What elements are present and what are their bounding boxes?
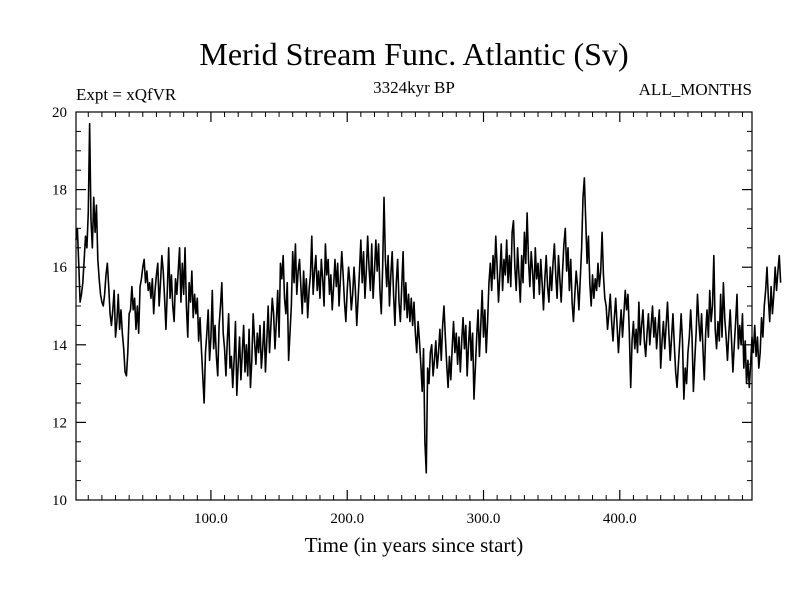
y-tick-labels: 10 12 14 16 18 20 — [52, 105, 68, 509]
months-label: ALL_MONTHS — [639, 80, 752, 99]
x-axis-label: Time (in years since start) — [305, 533, 524, 557]
x-tick-label: 100.0 — [194, 511, 228, 527]
period-label: 3324kyr BP — [373, 78, 455, 97]
x-tick-label: 300.0 — [467, 511, 501, 527]
x-tick-labels: 100.0 200.0 300.0 400.0 — [194, 511, 637, 527]
y-tick-label: 12 — [52, 415, 67, 431]
y-tick-label: 10 — [52, 493, 67, 509]
x-tick-label: 200.0 — [330, 511, 364, 527]
x-tick-label: 400.0 — [603, 511, 637, 527]
series-group — [75, 122, 782, 474]
experiment-label: Expt = xQfVR — [76, 85, 177, 104]
chart-title: Merid Stream Func. Atlantic (Sv) — [199, 36, 628, 72]
y-tick-label: 16 — [52, 260, 68, 276]
y-tick-label: 18 — [52, 183, 67, 199]
y-tick-label: 14 — [52, 338, 68, 354]
y-tick-label: 20 — [52, 105, 67, 121]
series-line — [75, 122, 782, 474]
